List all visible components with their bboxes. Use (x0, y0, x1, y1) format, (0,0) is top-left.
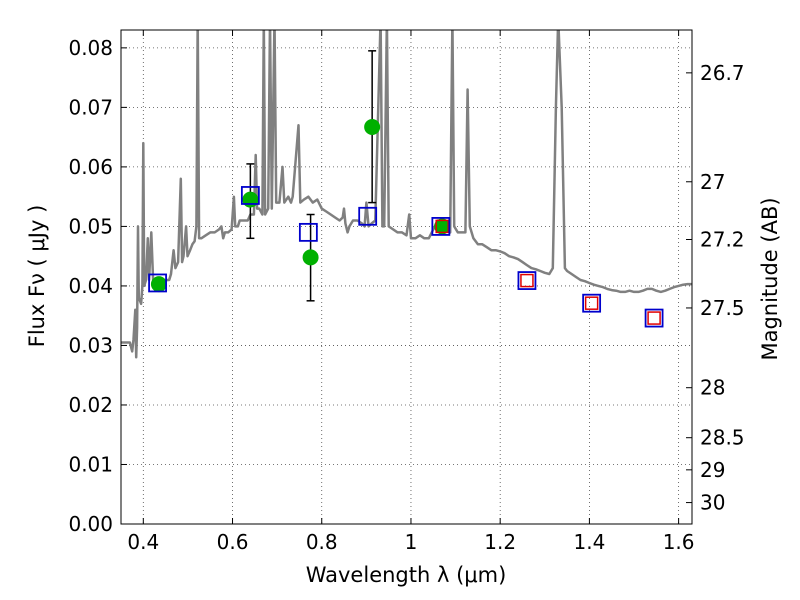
observed-point (150, 276, 167, 293)
y-tick-label: 0.07 (68, 95, 113, 119)
y2-tick-label: 27.2 (700, 228, 745, 252)
y-axis-ticks: 0.00 0.01 0.02 0.03 0.04 0.05 0.06 0.07 0.08 (68, 36, 127, 536)
y-tick-label: 0.02 (68, 393, 113, 417)
y2-tick-label: 27 (700, 170, 725, 194)
model-photometry-point (517, 271, 537, 290)
y-tick-label: 0.03 (68, 333, 113, 357)
spectrum-line (121, 30, 692, 359)
y2-tick-label: 26.7 (700, 61, 745, 85)
y2-axis-label: Magnitude (AB) (758, 197, 782, 360)
observed-point (302, 249, 319, 266)
y-tick-label: 0.01 (68, 452, 113, 476)
y2-tick-label: 28.5 (700, 426, 745, 450)
y-tick-label: 0.04 (68, 274, 113, 298)
red-square-point (520, 273, 534, 288)
model-photometry-point (148, 273, 167, 293)
data-points (148, 119, 664, 328)
x-tick-label: 1.4 (573, 530, 605, 554)
model-photometry-point (582, 293, 602, 313)
model-photometry-point (240, 186, 260, 205)
red-square-point (647, 311, 661, 325)
model-photometry-point (358, 206, 378, 226)
y2-tick-label: 27.5 (700, 296, 745, 320)
y-tick-label: 0.06 (68, 155, 113, 179)
model-photometry-point (298, 222, 318, 242)
x-tick-label: 1 (405, 530, 418, 554)
y-tick-label: 0.08 (68, 36, 113, 60)
y-tick-label: 0.05 (68, 214, 113, 238)
plot-frame (120, 29, 693, 525)
x-tick-label: 1.2 (484, 530, 516, 554)
grid-lines (121, 30, 692, 525)
observed-point (242, 191, 259, 208)
y-tick-label: 0.00 (68, 512, 113, 536)
red-square-point (435, 219, 449, 234)
y2-tick-label: 30 (700, 491, 725, 515)
y2-tick-label: 28 (700, 376, 725, 400)
y2-axis-ticks: 26.7 27 27.2 27.5 28 28.5 29 30 (686, 61, 745, 515)
x-tick-label: 0.4 (127, 530, 159, 554)
x-tick-label: 1.6 (663, 530, 695, 554)
observed-point (364, 119, 381, 136)
model-photometry-point (644, 308, 664, 328)
x-tick-label: 0.6 (217, 530, 249, 554)
x-tick-label: 0.8 (306, 530, 338, 554)
red-square-point (584, 296, 599, 310)
model-photometry-point (431, 217, 451, 236)
y2-tick-label: 29 (700, 458, 725, 482)
x-axis-label: Wavelength λ (μm) (306, 563, 507, 587)
y-axis-label: Flux Fν ( μJy ) (25, 205, 49, 348)
model-spectrum (121, 30, 692, 359)
x-axis-ticks: 0.4 0.6 0.8 1 1.2 1.4 1.6 (127, 30, 695, 554)
